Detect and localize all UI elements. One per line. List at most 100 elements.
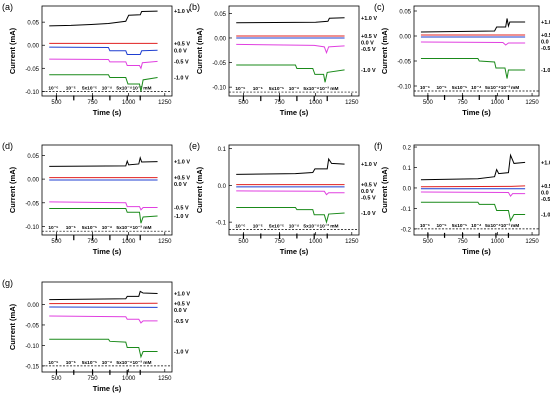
x-tick-label: 750 (275, 100, 286, 106)
concentration-label: 10⁻³ (132, 85, 142, 91)
y-tick-label: -0.15 (25, 364, 39, 370)
concentration-label: 5x10⁻⁴ (485, 223, 501, 229)
concentration-label: 10⁻³ (501, 85, 511, 91)
concentration-label: 10⁻⁵ (66, 360, 76, 366)
concentration-label: 5x10⁻⁵ (269, 86, 284, 92)
series-line (49, 315, 158, 324)
concentration-label: 10⁻⁵ (253, 86, 263, 92)
plot-frame (41, 281, 173, 373)
concentration-label: 5x10⁻⁴ (303, 223, 319, 229)
y-tick-label: -0.1 (216, 221, 227, 227)
chart-panel-b: (b) -0.10 -0.05 0.00 0.05 500 750 1000 1250 Time … (189, 2, 377, 117)
series-label: +1.0 V (361, 162, 377, 168)
y-tick-label: -0.05 (397, 60, 411, 66)
y-tick-label: 0.00 (27, 44, 39, 50)
series-label: 0.0 V (174, 182, 187, 188)
x-axis-label: Time (s) (93, 384, 122, 393)
chart-panel-a: (a) -0.10 -0.05 0.00 0.05 500 750 1000 1250 Time … (2, 2, 190, 117)
x-tick-label: 1250 (158, 239, 172, 245)
x-axis-label: Time (s) (462, 108, 491, 117)
series-label: +0.5 V (361, 34, 377, 40)
series-label: +1.0 V (174, 9, 190, 15)
series-label: -0.5 V (174, 59, 189, 65)
y-tick-label: 0.00 (399, 35, 411, 41)
x-tick-label: 1000 (491, 239, 505, 245)
x-tick-label: 1000 (309, 239, 323, 245)
concentration-label: 10⁻⁵ (436, 223, 446, 229)
concentration-label: 5x10⁻⁴ (116, 85, 132, 91)
y-tick-label: -0.1 (401, 207, 412, 213)
series-label: -1.0 V (174, 214, 189, 220)
chart-panel-g: (g) -0.15 -0.10 -0.05 0.00 500 750 1000 1250 Time… (2, 278, 190, 393)
series-line (236, 206, 345, 224)
x-tick-label: 750 (88, 239, 99, 245)
series-line (420, 18, 526, 33)
concentration-label: 5x10⁻⁴ (303, 86, 319, 92)
y-axis-label: Current (mA) (8, 303, 17, 350)
y-tick-label: 0.05 (399, 10, 411, 16)
concentration-label: 10⁻⁶ (48, 225, 58, 231)
x-tick-label: 750 (458, 239, 469, 245)
x-tick-label: 500 (423, 100, 434, 106)
concentration-label: 10⁻⁶ (420, 223, 430, 229)
series-label: -0.5 V (174, 206, 189, 212)
series-line (236, 43, 345, 55)
series-line (49, 338, 158, 359)
y-tick-label: 0.0 (403, 186, 412, 192)
concentration-label: mM (511, 85, 519, 91)
y-tick-label: -0.10 (212, 86, 226, 92)
series-line (236, 157, 345, 175)
y-tick-label: -0.10 (25, 225, 39, 231)
chart-panel-e: (e) -0.1 0.0 0.1 500 750 1000 1250 Time (s) Curre… (189, 141, 377, 256)
y-tick-label: 0.1 (218, 147, 227, 153)
series-line (420, 185, 526, 188)
x-tick-label: 750 (275, 239, 286, 245)
series-label: +1.0 V (174, 291, 190, 297)
series-label: +1.0 V (361, 16, 377, 22)
concentration-label: 10⁻⁴ (289, 86, 300, 92)
concentration-label: 10⁻⁵ (66, 85, 76, 91)
series-line (420, 153, 526, 181)
x-tick-label: 750 (88, 376, 99, 382)
y-axis-label: Current (mA) (8, 166, 17, 213)
y-tick-label: -0.05 (25, 323, 39, 329)
concentration-label: 10⁻⁶ (235, 223, 245, 229)
x-tick-label: 1000 (122, 100, 136, 106)
plot-frame (41, 5, 173, 97)
series-line (420, 58, 526, 79)
concentration-label: 5x10⁻⁵ (82, 360, 97, 366)
series-label: +0.5 V (174, 301, 190, 307)
concentration-label: 10⁻³ (319, 86, 329, 92)
series-label: 0.0 V (174, 48, 187, 54)
series-label: -0.5 V (541, 46, 550, 52)
x-tick-label: 500 (51, 376, 62, 382)
y-tick-label: -0.05 (25, 201, 39, 207)
y-axis-label: Current (mA) (380, 27, 389, 74)
series-label: +0.5 V (541, 184, 550, 190)
x-tick-label: 500 (238, 100, 249, 106)
concentration-label: 5x10⁻⁵ (269, 223, 284, 229)
series-line (49, 207, 158, 224)
concentration-label: 10⁻⁴ (289, 223, 300, 229)
series-label: -1.0 V (361, 68, 376, 74)
y-tick-label: -0.10 (397, 85, 411, 91)
chart-panel-d: (d) -0.10 -0.05 0.00 0.05 500 750 1000 1250 Time … (2, 141, 190, 256)
concentration-label: mM (143, 360, 151, 366)
panel-label: (f) (374, 141, 383, 151)
concentration-label: 5x10⁻⁵ (82, 225, 97, 231)
y-tick-label: -0.10 (25, 90, 39, 96)
concentration-label: mM (511, 223, 519, 229)
y-tick-label: -0.10 (25, 344, 39, 350)
y-tick-label: 0.00 (214, 36, 226, 42)
concentration-label: 10⁻⁴ (102, 85, 113, 91)
x-tick-label: 500 (238, 239, 249, 245)
series-line (236, 17, 345, 24)
x-tick-label: 1250 (525, 100, 539, 106)
series-label: -1.0 V (174, 76, 189, 82)
concentration-label: 10⁻⁴ (102, 360, 113, 366)
series-line (49, 201, 158, 211)
y-tick-label: 0.05 (27, 154, 39, 160)
x-axis-label: Time (s) (93, 108, 122, 117)
y-tick-label: 0.00 (27, 178, 39, 184)
series-label: -0.5 V (541, 197, 550, 203)
